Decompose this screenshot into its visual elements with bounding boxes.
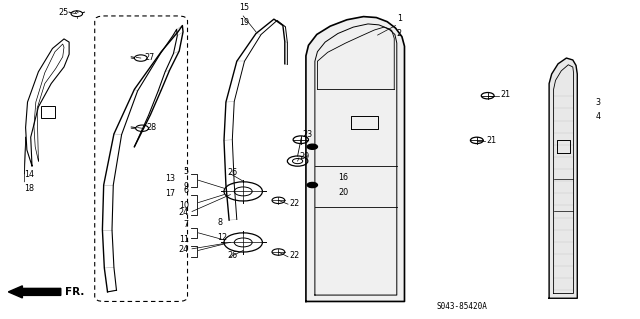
Text: 17: 17 (165, 189, 175, 198)
Text: 16: 16 (338, 174, 348, 182)
Text: 21: 21 (486, 136, 497, 145)
Text: 29: 29 (300, 152, 310, 161)
Text: 2: 2 (397, 29, 402, 38)
Text: 21: 21 (500, 90, 511, 99)
Text: S043-85420A: S043-85420A (436, 302, 487, 311)
Text: 24: 24 (179, 208, 189, 217)
Text: FR.: FR. (65, 287, 84, 297)
Text: 4: 4 (595, 112, 600, 121)
Text: 18: 18 (24, 184, 34, 193)
Text: 20: 20 (338, 188, 348, 197)
Polygon shape (549, 58, 577, 298)
Circle shape (307, 182, 317, 188)
Bar (41, 106, 55, 118)
Text: 7: 7 (184, 220, 189, 229)
Polygon shape (306, 17, 404, 301)
Text: 25: 25 (58, 8, 68, 17)
Text: 27: 27 (145, 53, 155, 62)
Text: 9: 9 (184, 182, 189, 191)
Text: 12: 12 (218, 233, 228, 242)
Text: 11: 11 (179, 235, 189, 244)
Text: 1: 1 (397, 14, 402, 23)
FancyArrow shape (8, 286, 61, 298)
Text: 26: 26 (227, 251, 237, 260)
Text: 19: 19 (239, 18, 249, 26)
Text: 15: 15 (239, 3, 249, 12)
Text: 26: 26 (227, 168, 237, 177)
Text: 6: 6 (184, 186, 189, 195)
Text: 3: 3 (595, 98, 600, 107)
Text: 22: 22 (289, 251, 300, 260)
Text: 22: 22 (289, 199, 300, 208)
Text: 8: 8 (218, 218, 223, 227)
Circle shape (307, 144, 317, 149)
Text: 28: 28 (146, 123, 156, 132)
Polygon shape (26, 39, 69, 166)
Text: 14: 14 (24, 170, 34, 179)
Text: 5: 5 (184, 167, 189, 176)
Text: 13: 13 (165, 174, 175, 183)
Text: 10: 10 (179, 201, 189, 210)
Text: 23: 23 (302, 130, 312, 139)
Text: 24: 24 (179, 245, 189, 254)
